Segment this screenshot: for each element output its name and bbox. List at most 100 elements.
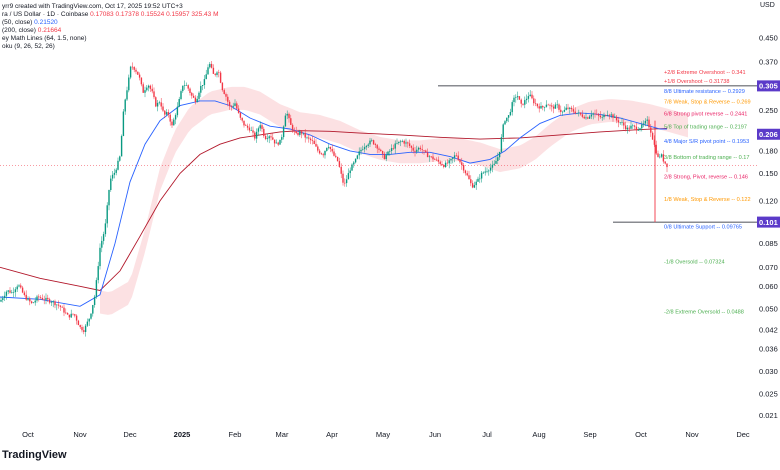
candle-body (83, 330, 85, 332)
candle-body (547, 104, 549, 106)
candle-body (120, 136, 123, 157)
candle-body (304, 133, 306, 138)
ichimoku-legend[interactable]: oku (9, 26, 52, 26) (2, 43, 55, 50)
candle-body (223, 90, 225, 94)
candle-body (572, 109, 575, 112)
candle-body (374, 144, 377, 145)
candle-body (353, 162, 355, 165)
candle-body (504, 121, 506, 125)
murrey-level-label: 1/8 Weak, Stop & Reverse -- 0.122 (664, 197, 751, 203)
low-value: 0.15524 (140, 11, 165, 18)
open-value: 0.17083 (90, 11, 114, 18)
x-tick-label: Sep (583, 430, 596, 439)
candle-body (484, 171, 486, 173)
candle-body (61, 306, 63, 308)
candle-body (455, 155, 458, 156)
murrey-level-label: 8/8 Ultimate resistance -- 0.2929 (664, 89, 745, 95)
candle-body (309, 138, 312, 141)
candle-body (252, 130, 254, 133)
candle-body (3, 295, 6, 298)
x-tick-label: Oct (22, 430, 35, 439)
ma200-legend[interactable]: (200, close) 0.21664 (2, 27, 61, 35)
candle-body (403, 141, 405, 144)
ichimoku-cloud (100, 86, 688, 315)
candle-body (52, 301, 54, 303)
candle-body (282, 126, 285, 138)
candle-body (66, 313, 69, 315)
candle-body (338, 161, 341, 167)
candle-body (50, 302, 53, 303)
candle-body (542, 106, 544, 108)
candle-body (623, 122, 625, 126)
candle-body (601, 117, 603, 118)
candle-body (617, 120, 620, 123)
candle-body (518, 96, 521, 100)
x-tick-label: May (376, 430, 390, 439)
close-value: 0.15957 (166, 11, 190, 18)
candle-body (659, 156, 661, 158)
candle-body (574, 111, 576, 114)
candle-body (146, 87, 148, 91)
candle-body (407, 142, 409, 144)
candle-body (299, 131, 301, 135)
candle-body (599, 115, 602, 118)
candle-body (570, 107, 573, 110)
candle-body (201, 85, 204, 86)
candle-body (434, 159, 436, 160)
candle-body (245, 125, 247, 126)
ma50-legend[interactable]: (50, close) 0.21520 (2, 19, 58, 27)
candle-body (525, 98, 528, 101)
candle-body (241, 117, 243, 121)
candle-body (138, 74, 141, 78)
murrey-legend[interactable]: ey Math Lines (64, 1.5, none) (2, 35, 87, 42)
candle-body (16, 286, 18, 290)
candle-body (106, 205, 108, 224)
candle-body (214, 73, 216, 75)
candle-body (239, 112, 242, 118)
candle-body (560, 109, 562, 112)
candle-body (9, 290, 11, 293)
candle-body (300, 131, 303, 134)
candle-body (594, 113, 596, 114)
x-tick-label: Nov (685, 430, 699, 439)
candle-body (590, 114, 593, 117)
candle-body (356, 155, 359, 159)
candle-body (142, 84, 144, 93)
y-tick-label: 0.085 (759, 239, 778, 248)
candle-body (320, 153, 323, 155)
ma200-line (0, 127, 668, 291)
price-badge (757, 128, 780, 140)
candle-body (592, 113, 594, 115)
murrey-level-label: 6/8 Strong pivot reverse -- 0.2441 (664, 111, 747, 117)
candle-body (115, 169, 117, 173)
candle-body (327, 146, 330, 148)
candle-body (167, 112, 170, 115)
candle-body (124, 99, 126, 112)
candle-body (459, 159, 461, 163)
candle-body (522, 103, 524, 105)
candle-body (585, 117, 587, 119)
candle-body (646, 119, 648, 121)
candle-body (119, 156, 121, 161)
candle-body (489, 167, 492, 171)
candle-body (482, 172, 485, 174)
candle-body (597, 114, 600, 116)
candle-body (54, 301, 56, 306)
candle-body (628, 127, 630, 129)
price-badge-label: 0.305 (759, 82, 778, 91)
murrey-level-label: -2/8 Extreme Oversold -- 0.0488 (664, 310, 744, 316)
candle-body (144, 90, 146, 93)
candle-body (279, 139, 281, 145)
candle-body (578, 112, 580, 114)
candle-body (131, 66, 134, 68)
candle-body (290, 118, 292, 125)
candle-body (135, 69, 137, 72)
candle-body (511, 102, 513, 113)
candle-body (74, 314, 76, 316)
candle-body (365, 145, 368, 148)
y-tick-label: 0.050 (759, 304, 778, 313)
candle-body (308, 137, 310, 139)
candle-body (540, 106, 542, 109)
candle-body (257, 128, 260, 132)
